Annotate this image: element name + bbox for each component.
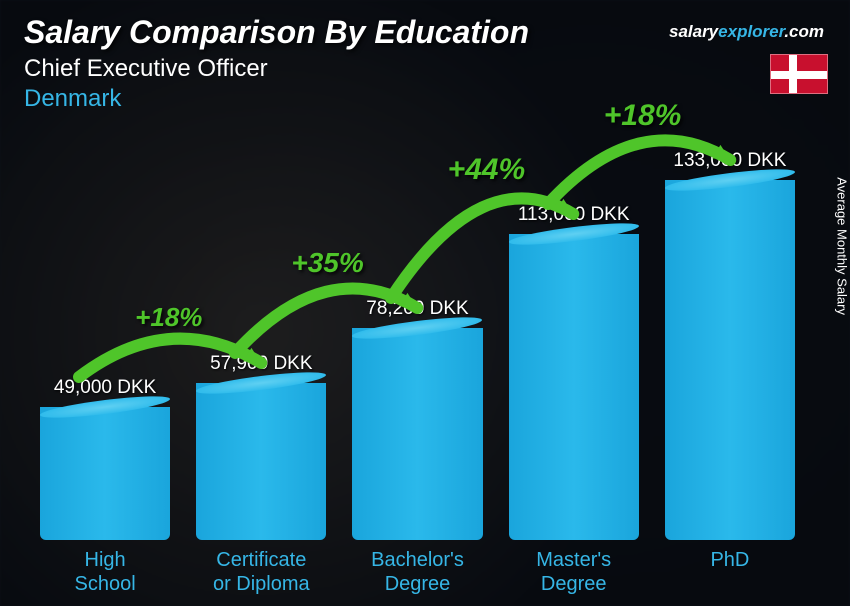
chart-subtitle: Chief Executive Officer: [24, 55, 830, 83]
bar-chart: 49,000 DKK 57,900 DKK 78,200 DKK 113,000…: [30, 130, 805, 540]
increase-pct-label: +18%: [135, 302, 202, 333]
bar: [665, 180, 795, 540]
bar: [40, 407, 170, 540]
brand-part-c: .com: [784, 22, 824, 41]
chart-country: Denmark: [24, 85, 830, 113]
bar-front-face: [352, 328, 482, 540]
x-axis-label: Certificateor Diploma: [196, 548, 326, 596]
bar: [352, 328, 482, 540]
bar-front-face: [665, 180, 795, 540]
brand-part-b: explorer: [718, 22, 784, 41]
bar-slot: 113,000 DKK: [509, 130, 639, 540]
increase-pct-label: +18%: [604, 99, 682, 133]
bar-slot: 57,900 DKK: [196, 130, 326, 540]
x-axis-label: Master'sDegree: [509, 548, 639, 596]
infographic-canvas: Salary Comparison By Education Chief Exe…: [0, 0, 850, 606]
increase-pct-label: +35%: [291, 247, 363, 279]
bar-front-face: [40, 407, 170, 540]
bar-front-face: [196, 383, 326, 540]
x-axis-label: PhD: [665, 548, 795, 596]
brand-part-a: salary: [669, 22, 718, 41]
x-axis-labels: HighSchool Certificateor Diploma Bachelor'…: [30, 548, 805, 596]
bar-slot: 133,000 DKK: [665, 130, 795, 540]
x-axis-label: HighSchool: [40, 548, 170, 596]
bar: [509, 234, 639, 540]
brand-watermark: salaryexplorer.com: [669, 22, 824, 42]
bar-slot: 49,000 DKK: [40, 130, 170, 540]
x-axis-label: Bachelor'sDegree: [352, 548, 482, 596]
bar-front-face: [509, 234, 639, 540]
increase-pct-label: +44%: [448, 153, 526, 187]
bars-container: 49,000 DKK 57,900 DKK 78,200 DKK 113,000…: [30, 130, 805, 540]
denmark-flag-icon: [770, 54, 828, 94]
y-axis-label: Average Monthly Salary: [835, 177, 850, 315]
bar-slot: 78,200 DKK: [352, 130, 482, 540]
bar: [196, 383, 326, 540]
